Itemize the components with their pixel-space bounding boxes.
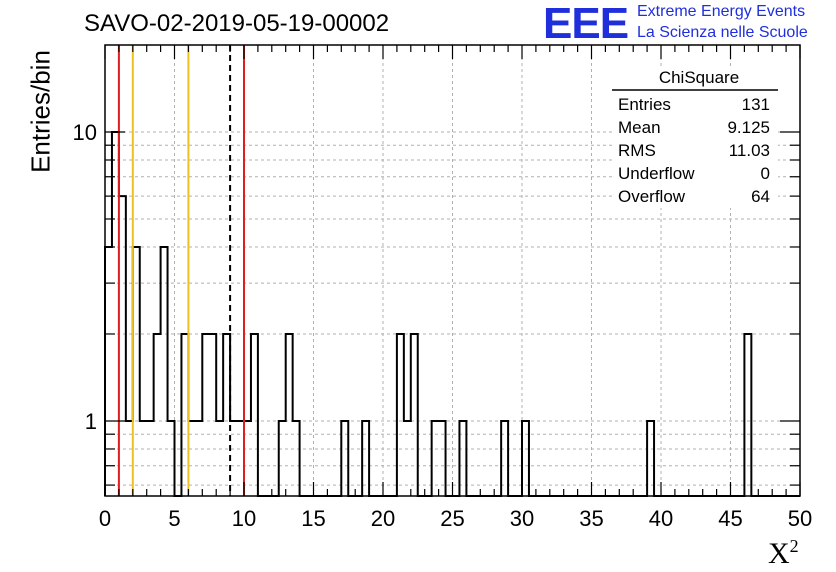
stats-value: 9.125 [727,118,770,137]
stats-title: ChiSquare [659,68,739,87]
stats-label: Overflow [618,187,686,206]
histogram-bin [119,196,126,496]
x-tick-label: 20 [371,506,395,531]
histogram-bin [459,421,466,496]
histogram-bin [209,334,216,496]
eee-logo: EEE [543,0,629,48]
histogram-bin [362,421,369,496]
chart-title: SAVO-02-2019-05-19-00002 [84,10,390,37]
histogram-bin [105,247,112,496]
histogram-bin [341,421,348,496]
histogram-bin [286,334,293,496]
histogram-bin [404,421,411,496]
histogram-bin [647,421,654,496]
stats-value: 64 [751,187,770,206]
x-axis-label-superscript: 2 [789,536,799,556]
x-tick-label: 15 [301,506,325,531]
stats-label: Underflow [618,164,695,183]
histogram-bin [251,334,258,496]
logo-line2: La Scienza nelle Scuole [637,24,808,41]
x-tick-label: 0 [99,506,111,531]
y-tick-label: 10 [73,120,97,145]
x-tick-label: 35 [579,506,603,531]
x-axis-label: X2 [768,536,799,571]
logo-line1: Extreme Energy Events [637,3,806,20]
y-tick-label: 1 [85,409,97,434]
x-tick-label: 40 [649,506,673,531]
histogram-bin [237,421,244,496]
histogram-bin [161,247,168,496]
histogram-bin [223,334,230,496]
stats-label: Entries [618,95,671,114]
histogram-bin [140,421,147,496]
stats-value: 131 [742,95,770,114]
histogram-bin [501,421,508,496]
histogram-bin [293,421,300,496]
histogram-bin [195,421,202,496]
x-tick-label: 25 [440,506,464,531]
x-tick-label: 45 [718,506,742,531]
histogram-bin [188,421,195,496]
histogram-bin [202,334,209,496]
histogram-bin [181,334,188,496]
histogram-bin [411,334,418,496]
x-tick-label: 50 [788,506,812,531]
histogram-bin [522,421,529,496]
stats-label: RMS [618,141,656,160]
histogram-bin [112,132,119,496]
stats-value: 0 [761,164,770,183]
histogram-bin [133,247,140,496]
x-tick-label: 30 [510,506,534,531]
stats-value: 11.03 [729,141,770,160]
x-tick-label: 5 [168,506,180,531]
histogram-bin [216,421,223,496]
histogram-bin [432,421,439,496]
stats-label: Mean [618,118,661,137]
histogram-bin [168,421,175,496]
histogram-bin [154,334,161,496]
histogram-bin [147,421,154,496]
histogram-bin [744,334,751,496]
x-axis-label-base: X [768,537,790,570]
histogram-bin [439,421,446,496]
histogram-bin [244,421,251,496]
x-tick-label: 10 [232,506,256,531]
histogram-bin [126,421,133,496]
histogram-bin [230,421,237,496]
histogram-bin [279,421,286,496]
histogram-bin [397,334,404,496]
